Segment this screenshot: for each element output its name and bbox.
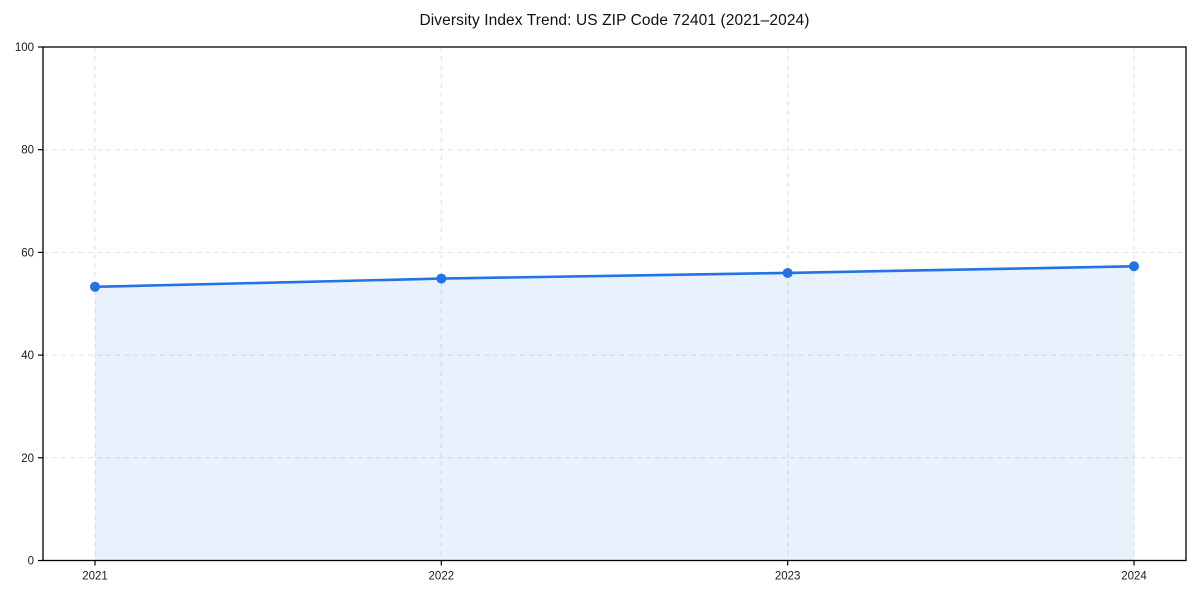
y-tick-label: 0 (28, 556, 34, 568)
data-point-2024 (1129, 261, 1139, 272)
x-tick-label: 2024 (1121, 571, 1147, 583)
y-tick-label: 60 (21, 247, 34, 259)
data-point-2023 (782, 267, 793, 278)
plot-border (42, 46, 1187, 562)
data-point-2021 (90, 281, 100, 292)
data-point-2022 (436, 273, 447, 284)
area-fill (95, 266, 1134, 561)
y-tick-label: 40 (21, 350, 34, 362)
x-tick-label: 2022 (429, 571, 455, 583)
trend-line (93, 264, 1136, 289)
x-tick-label: 2021 (82, 571, 108, 583)
y-tick-label: 80 (21, 145, 34, 157)
y-tick-label: 20 (21, 453, 34, 465)
y-tick-label: 100 (15, 42, 34, 54)
chart-title: Diversity Index Trend: US ZIP Code 72401… (419, 12, 810, 29)
x-tick-label: 2023 (775, 571, 801, 583)
